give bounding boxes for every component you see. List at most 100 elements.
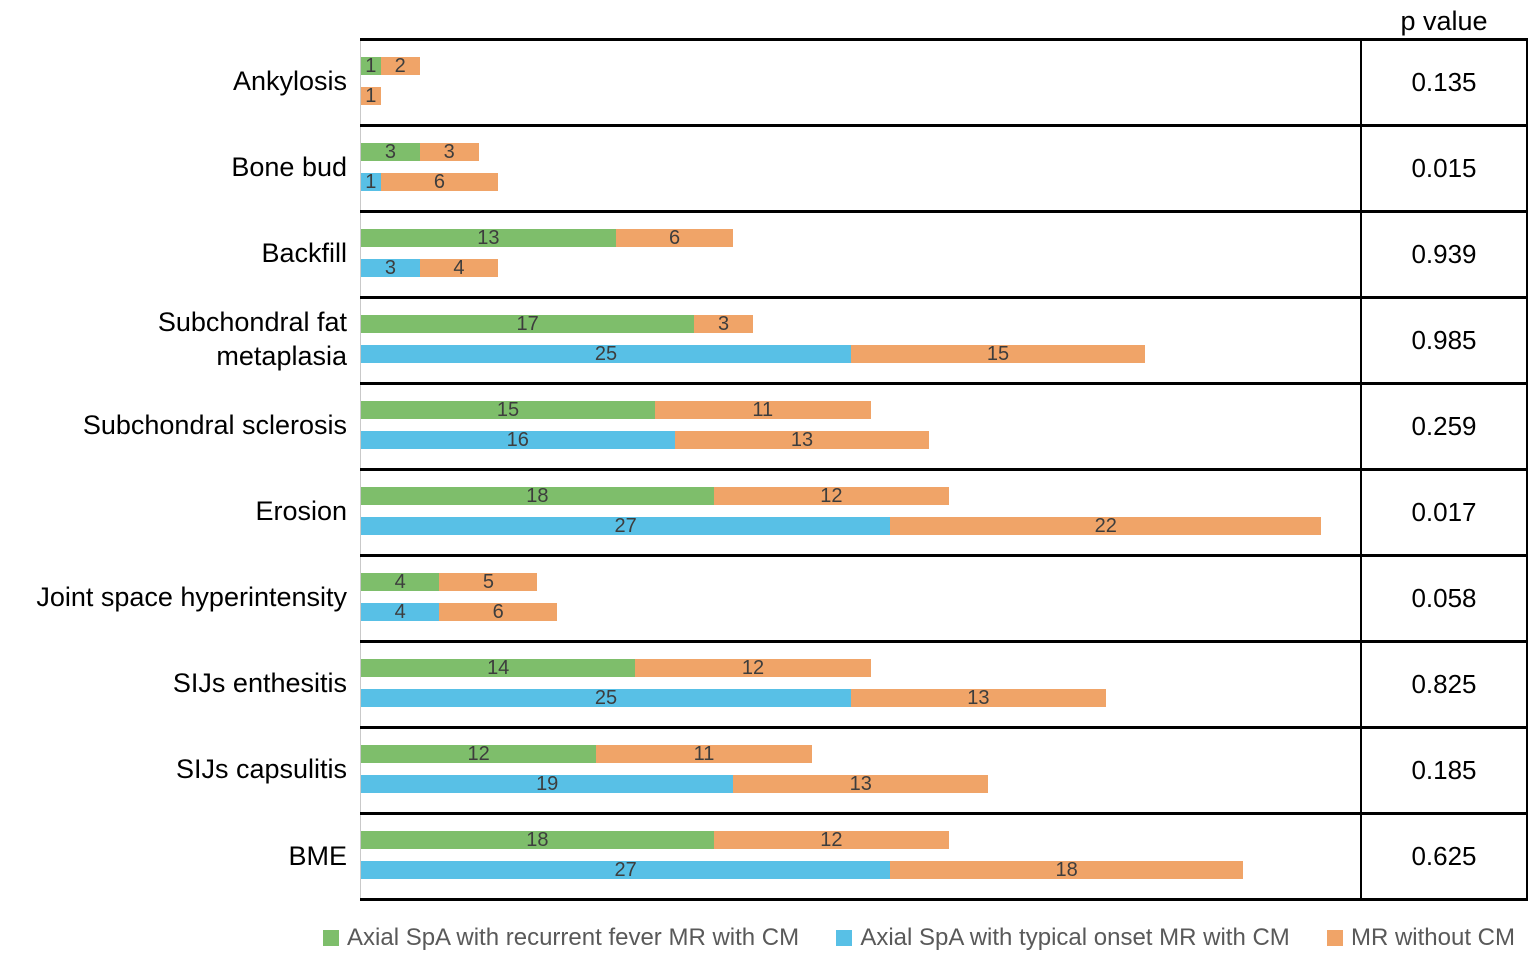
bar-value-label: 3 [384,256,396,279]
bar-segment-typical_onset_cm: 25 [361,343,851,365]
stacked-bar-with-cm: 15 11 [361,398,1360,421]
bar-value-label: 13 [967,686,990,709]
bar-segment-without_cm: 4 [419,257,499,279]
bar-segment-recurrent_fever_cm: 3 [361,140,420,163]
category-label: SIJs capsulitis [0,726,360,812]
bar-segment-typical_onset_cm: 27 [361,858,891,881]
bar-segment-without_cm: 12 [713,484,949,507]
bar-segment-without_cm: 11 [596,742,812,765]
chart-row: Subchondral sclerosis 15 11 16 13 0.259 [0,382,1528,468]
category-label-line: SIJs enthesitis [172,667,347,698]
stacked-bar-without-cm-pair: 27 22 [361,514,1360,537]
category-label: Erosion [0,468,360,554]
p-value-cell: 0.625 [1360,815,1528,898]
bar-segment-without_cm: 3 [419,140,479,163]
bar-segment-without_cm: 6 [380,170,499,193]
legend: Axial SpA with recurrent fever MR with C… [323,924,1515,952]
bar-segment-without_cm: 11 [655,398,871,421]
row-plot-and-pvalue: 17 3 25 15 0.985 [360,296,1528,382]
legend-item: Axial SpA with recurrent fever MR with C… [323,924,799,952]
legend-swatch-icon [836,930,853,946]
stacked-bar-with-cm: 18 12 [361,484,1360,507]
bar-value-label: 22 [1094,514,1117,537]
plot-area: 14 12 25 13 [360,643,1360,726]
legend-label: MR without CM [1350,924,1515,951]
plot-area: 18 12 27 22 [360,471,1360,554]
row-plot-and-pvalue: 18 12 27 22 0.017 [360,468,1528,554]
p-value-cell: 0.058 [1360,557,1528,640]
bar-segment-typical_onset_cm: 19 [361,773,734,795]
bar-value-label: 16 [506,428,529,451]
bar-segment-recurrent_fever_cm: 13 [361,227,616,249]
bar-segment-without_cm: 13 [851,686,1106,709]
category-label: Joint space hyperintensity [0,554,360,640]
bar-segment-without_cm: 1 [361,85,381,107]
category-label: Ankylosis [0,38,360,124]
bar-segment-without_cm: 15 [851,343,1145,365]
bar-value-label: 1 [365,54,377,77]
p-value-cell: 0.017 [1360,471,1528,554]
bar-segment-without_cm: 5 [439,570,538,593]
bar-value-label: 18 [526,828,549,851]
bar-segment-without_cm: 22 [890,514,1322,537]
bar-segment-typical_onset_cm: 27 [361,515,891,537]
bar-value-label: 27 [614,858,637,881]
bar-value-label: 3 [443,140,455,163]
category-label-line: SIJs capsulitis [175,753,347,784]
bar-segment-recurrent_fever_cm: 18 [361,828,714,851]
p-value-cell: 0.825 [1360,643,1528,726]
p-value-cell: 0.015 [1360,127,1528,210]
category-label: Bone bud [0,124,360,210]
bar-segment-without_cm: 13 [674,429,930,451]
category-label-line: Subchondral sclerosis [82,409,347,440]
stacked-bar-with-cm: 12 11 [361,742,1360,765]
bar-value-label: 11 [752,398,774,421]
bar-value-label: 2 [394,54,406,77]
bar-value-label: 17 [516,312,539,335]
bar-segment-recurrent_fever_cm: 17 [361,312,695,335]
bar-value-label: 3 [384,140,396,163]
stacked-bar-without-cm-pair: 1 [361,85,1360,107]
bar-value-label: 25 [594,686,618,709]
bar-value-label: 18 [1055,858,1078,881]
bar-value-label: 12 [820,484,843,507]
p-value-cell: 0.185 [1360,729,1528,812]
bar-value-label: 1 [365,170,377,193]
bar-value-label: 5 [482,570,494,593]
chart-row: SIJs capsulitis 12 11 19 13 0.185 [0,726,1528,812]
stacked-bar-with-cm: 17 3 [361,312,1360,335]
bar-value-label: 6 [492,600,504,623]
plot-area: 15 11 16 13 [360,385,1360,468]
chart-row: SIJs enthesitis 14 12 25 13 0.825 [0,640,1528,726]
bar-value-label: 4 [394,570,406,593]
p-value-column-header: p value [1400,6,1488,36]
bar-segment-without_cm: 12 [713,829,949,851]
bar-value-label: 13 [849,772,872,795]
category-label: Subchondral fat metaplasia [0,296,360,382]
bar-segment-typical_onset_cm: 4 [361,601,440,623]
bar-segment-recurrent_fever_cm: 18 [361,485,714,507]
stacked-bar-without-cm-pair: 19 13 [361,772,1360,795]
p-value-cell: 0.135 [1360,41,1528,124]
bar-value-label: 11 [693,742,715,765]
row-plot-and-pvalue: 18 12 27 18 0.625 [360,812,1528,901]
bar-value-label: 6 [433,170,445,193]
stacked-bar-without-cm-pair: 25 15 [361,343,1360,365]
bar-segment-recurrent_fever_cm: 15 [361,399,655,421]
bar-segment-recurrent_fever_cm: 4 [361,570,440,593]
category-label: SIJs enthesitis [0,640,360,726]
category-label-line: Erosion [255,495,347,526]
category-label: BME [0,812,360,901]
